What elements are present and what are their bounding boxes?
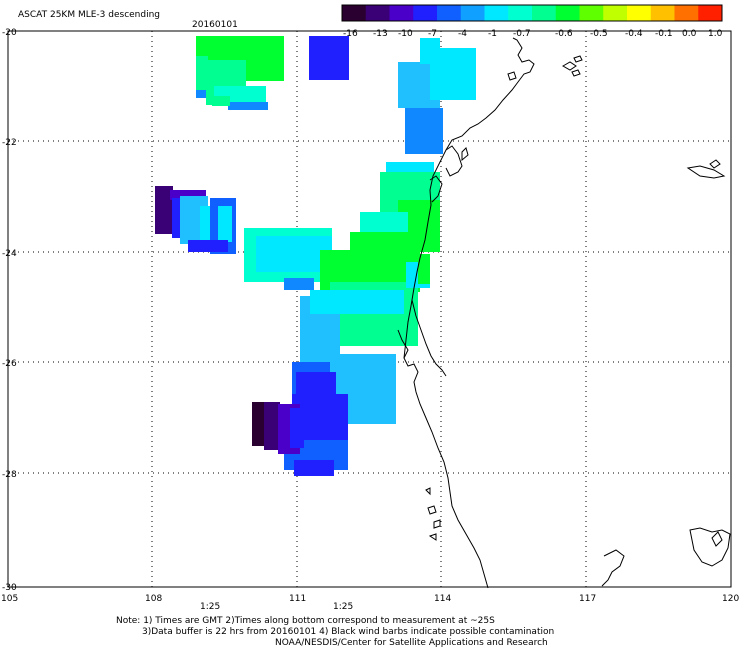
data-cell bbox=[170, 190, 206, 200]
data-cell bbox=[296, 372, 336, 412]
lat-label: -26 bbox=[2, 359, 17, 369]
coastline-island bbox=[507, 71, 517, 81]
colorbar bbox=[341, 4, 723, 22]
lat-label: -24 bbox=[2, 249, 17, 259]
coastline-north-land bbox=[689, 527, 731, 567]
lat-lon-grid bbox=[8, 31, 731, 587]
colorbar-swatch bbox=[437, 5, 462, 21]
coastline-peninsula bbox=[429, 175, 443, 203]
coastline-island bbox=[425, 487, 431, 496]
coastline-north-land bbox=[601, 549, 625, 587]
data-cell bbox=[405, 108, 443, 154]
data-cell bbox=[310, 290, 410, 314]
coastline-island bbox=[461, 147, 469, 162]
colorbar-label: -0.7 bbox=[513, 29, 531, 39]
data-cell bbox=[228, 102, 268, 110]
data-cell bbox=[188, 240, 228, 252]
colorbar-swatch bbox=[508, 5, 533, 21]
time-label: 1:25 bbox=[200, 602, 220, 612]
data-cell bbox=[290, 408, 304, 448]
colorbar-swatch bbox=[555, 5, 580, 21]
colorbar-swatch bbox=[365, 5, 390, 21]
colorbar-swatch bbox=[698, 5, 723, 21]
time-label: 1:25 bbox=[333, 602, 353, 612]
colorbar-labels: -16 -13 -10 -7 -4 -1 -0.7 -0.6 -0.5 -0.4… bbox=[343, 29, 723, 39]
lon-label: 120 bbox=[722, 594, 739, 604]
colorbar-label: -10 bbox=[398, 29, 413, 39]
lat-label: -22 bbox=[2, 138, 17, 148]
colorbar-label: -13 bbox=[373, 29, 388, 39]
data-cell bbox=[196, 56, 208, 92]
data-cell bbox=[212, 96, 230, 106]
colorbar-label: -1 bbox=[488, 29, 497, 39]
coastline-north-land bbox=[711, 531, 723, 547]
colorbar-label: -0.5 bbox=[590, 29, 608, 39]
colorbar-label: -16 bbox=[343, 29, 358, 39]
colorbar-swatch bbox=[532, 5, 557, 21]
colorbar-border bbox=[341, 4, 723, 22]
colorbar-swatch bbox=[342, 5, 367, 21]
lat-label: -20 bbox=[2, 28, 17, 38]
data-cell bbox=[218, 206, 232, 242]
lon-labels: 105 108 111 114 117 120 bbox=[1, 594, 739, 604]
data-cells bbox=[155, 36, 476, 476]
coastline-island bbox=[571, 69, 581, 77]
data-cell bbox=[264, 402, 280, 450]
lon-label: 117 bbox=[579, 594, 596, 604]
coastline-mainland bbox=[403, 37, 535, 589]
lon-label: 105 bbox=[1, 594, 18, 604]
data-cell bbox=[155, 186, 173, 234]
plot-frame bbox=[7, 30, 732, 588]
map-date: 20160101 bbox=[192, 20, 238, 30]
colorbar-swatch bbox=[460, 5, 485, 21]
coastline-gulf bbox=[397, 329, 409, 359]
data-cell bbox=[309, 36, 349, 80]
data-cell bbox=[420, 38, 440, 64]
colorbar-swatch bbox=[650, 5, 675, 21]
coastline-island bbox=[433, 519, 441, 529]
coastline-island bbox=[427, 505, 437, 515]
colorbar-label: -0.1 bbox=[655, 29, 673, 39]
coastline-island bbox=[428, 533, 437, 541]
data-cell bbox=[294, 460, 334, 476]
data-cell bbox=[256, 236, 332, 272]
lon-label: 114 bbox=[434, 594, 451, 604]
coastline-island bbox=[561, 61, 577, 71]
coastline-island bbox=[709, 159, 721, 169]
data-cell bbox=[418, 254, 430, 284]
colorbar-label: 1.0 bbox=[708, 29, 723, 39]
coastline bbox=[397, 37, 731, 589]
coastline-island bbox=[686, 165, 726, 179]
coastline-island bbox=[573, 55, 583, 63]
lon-label: 108 bbox=[145, 594, 162, 604]
coastline-cape bbox=[411, 299, 447, 377]
colorbar-label: -0.6 bbox=[555, 29, 573, 39]
colorbar-swatch bbox=[674, 5, 699, 21]
colorbar-swatch bbox=[389, 5, 414, 21]
colorbar-label: -0.4 bbox=[625, 29, 643, 39]
colorbar-swatch bbox=[484, 5, 509, 21]
lon-label: 111 bbox=[289, 594, 306, 604]
colorbar-swatch bbox=[627, 5, 652, 21]
lat-label: -28 bbox=[2, 470, 17, 480]
lat-label: -30 bbox=[2, 583, 17, 593]
colorbar-label: 0.0 bbox=[682, 29, 697, 39]
note-line-1: Note: 1) Times are GMT 2)Times along bot… bbox=[116, 616, 495, 626]
note-line-3: NOAA/NESDIS/Center for Satellite Applica… bbox=[275, 638, 548, 648]
lat-labels: -20 -22 -24 -26 -28 -30 bbox=[2, 28, 17, 593]
map-title: ASCAT 25KM MLE-3 descending bbox=[18, 10, 160, 20]
data-cell bbox=[172, 198, 182, 238]
colorbar-swatch bbox=[603, 5, 628, 21]
colorbar-label: -7 bbox=[428, 29, 437, 39]
note-line-2: 3)Data buffer is 22 hrs from 20160101 4)… bbox=[142, 627, 555, 637]
coastline-bay bbox=[445, 145, 463, 177]
colorbar-swatch bbox=[579, 5, 604, 21]
colorbar-label: -4 bbox=[458, 29, 467, 39]
data-cell bbox=[284, 278, 314, 290]
colorbar-swatch bbox=[413, 5, 438, 21]
data-cell bbox=[196, 90, 206, 98]
